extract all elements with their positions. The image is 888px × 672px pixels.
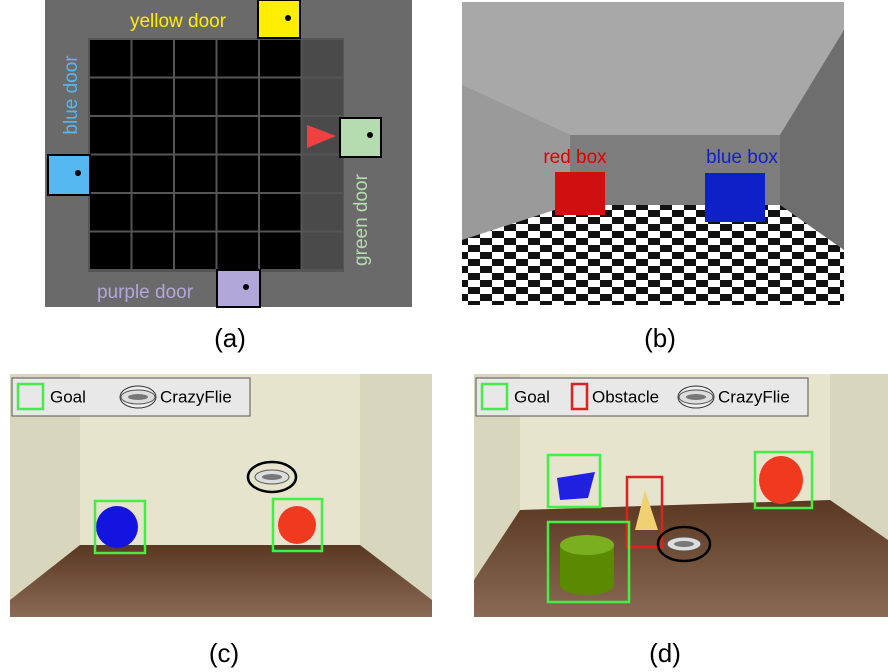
panel-d: Goal Obstacle CrazyFlie [474, 374, 888, 617]
grid-cell [218, 40, 259, 77]
grid-cell [90, 156, 131, 193]
grid-cell [90, 194, 131, 231]
page: Environments figure {"panels": [ {"capti… [0, 0, 888, 672]
grid-cell [133, 79, 174, 116]
blue-box [705, 173, 765, 222]
door-label: green door [351, 173, 372, 266]
grid-cell [133, 40, 174, 77]
wood-floor [474, 500, 888, 617]
red-box [555, 172, 605, 215]
body: yellow door blue door green door purple … [0, 0, 888, 672]
object-label: red box [543, 147, 607, 168]
drone [255, 470, 289, 484]
legend-label: CrazyFlie [160, 387, 232, 406]
figure: yellow door blue door green door purple … [0, 0, 888, 672]
door-knob [75, 170, 81, 176]
drone [667, 537, 701, 551]
panel-b: red box blue box [462, 2, 844, 305]
object-label: blue box [706, 147, 778, 168]
caption: (a) [214, 323, 246, 353]
door-label: yellow door [130, 11, 227, 32]
grid-cell [133, 194, 174, 231]
grid-cell [175, 233, 216, 270]
purple-door [217, 270, 260, 307]
grid-cell [260, 156, 301, 193]
blue-ball [96, 506, 138, 548]
legend-drone [121, 390, 155, 404]
grid-cell [133, 233, 174, 270]
grid-cell [218, 233, 259, 270]
grid-cell [303, 194, 344, 231]
grid-cell [260, 40, 301, 77]
grid-cell [303, 79, 344, 116]
cylinder-top [560, 535, 614, 555]
door-knob [367, 132, 373, 138]
door-label: purple door [97, 282, 194, 303]
grid-cell [133, 156, 174, 193]
grid-cell [260, 233, 301, 270]
grid-cell [133, 117, 174, 154]
grid-cell [90, 233, 131, 270]
red-ball [759, 456, 803, 504]
grid-cell [218, 117, 259, 154]
grid-cell [90, 79, 131, 116]
door-knob [243, 284, 249, 290]
green-door [340, 118, 381, 157]
grid-cell [218, 156, 259, 193]
legend-label: Goal [514, 387, 550, 406]
grid-cell [175, 156, 216, 193]
grid-cell [260, 79, 301, 116]
caption: (c) [209, 638, 239, 668]
red-ball [278, 506, 316, 544]
grid-cell [260, 194, 301, 231]
grid-cell [218, 194, 259, 231]
caption: (b) [644, 323, 676, 353]
panel-a: yellow door blue door green door purple … [45, 0, 412, 307]
legend-label: Goal [50, 387, 86, 406]
grid-cell [175, 40, 216, 77]
grid-cell [175, 117, 216, 154]
wood-floor [10, 545, 432, 617]
grid-cell [90, 40, 131, 77]
legend-drone [679, 390, 713, 404]
grid-cell [175, 79, 216, 116]
panel-c: Goal CrazyFlie [10, 374, 432, 617]
grid-cell [303, 233, 344, 270]
legend-label: Obstacle [592, 387, 659, 406]
grid-cell [218, 79, 259, 116]
yellow-door [258, 0, 300, 38]
grid-cell [303, 40, 344, 77]
door-label: blue door [61, 55, 82, 135]
grid-cell [175, 194, 216, 231]
door-knob [285, 15, 291, 21]
legend-label: CrazyFlie [718, 387, 790, 406]
grid-cell [303, 156, 344, 193]
caption: (d) [649, 638, 681, 668]
grid-cell [260, 117, 301, 154]
blue-door [48, 155, 90, 195]
grid-cell [90, 117, 131, 154]
